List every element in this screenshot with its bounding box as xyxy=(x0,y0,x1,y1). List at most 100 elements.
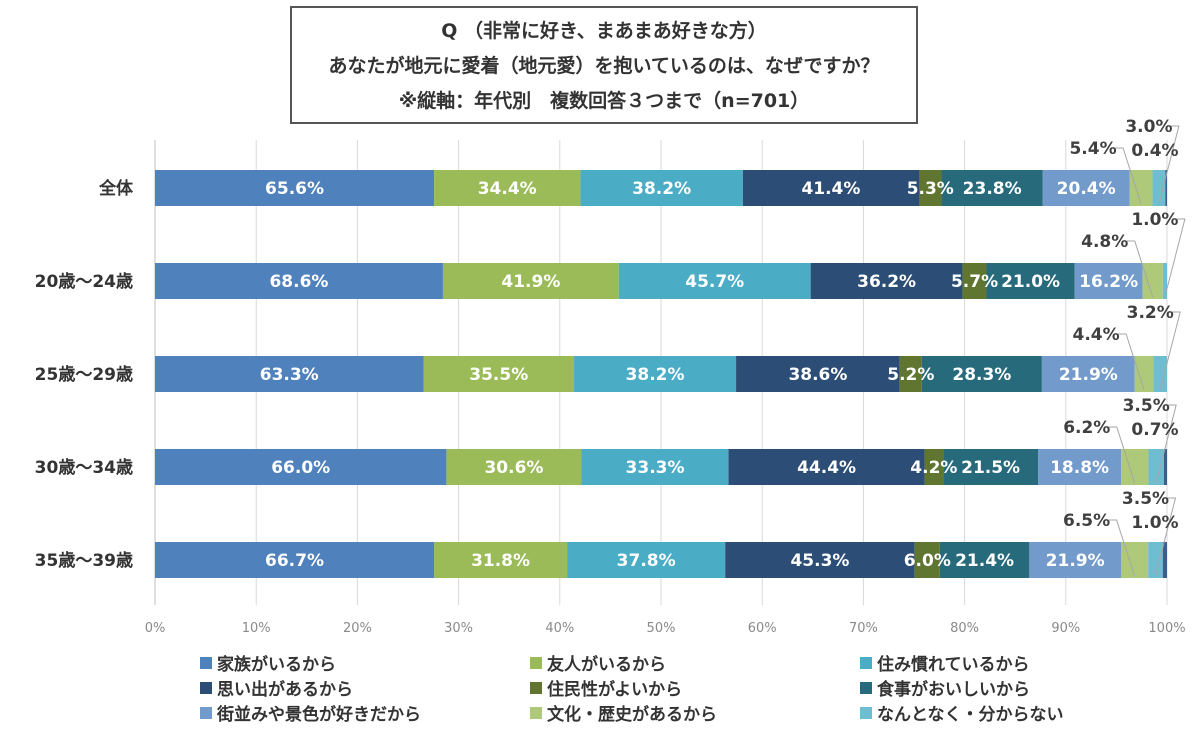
x-tick-label: 60% xyxy=(748,621,777,636)
legend-label: 思い出があるから xyxy=(217,680,353,700)
category-label: 35歳～39歳 xyxy=(35,550,133,571)
data-label: 65.6% xyxy=(265,179,324,199)
data-label: 21.4% xyxy=(955,551,1014,571)
bar-segment xyxy=(1041,356,1135,392)
data-label: 4.4% xyxy=(1073,325,1120,345)
legend-label: 食事がおいしいから xyxy=(877,680,1030,700)
category-label: 20歳～24歳 xyxy=(35,271,133,292)
legend-item: 住み慣れているから xyxy=(860,650,1030,675)
legend-label: 住み慣れているから xyxy=(877,655,1030,675)
data-label: 36.2% xyxy=(857,272,916,292)
chart-title: Q （非常に好き、まあまあ好きな方） あなたが地元に愛着（地元愛）を抱いているの… xyxy=(290,6,918,124)
category-label: 全体 xyxy=(98,178,134,199)
x-tick-label: 70% xyxy=(849,621,878,636)
data-label: 31.8% xyxy=(471,551,530,571)
bar-segment xyxy=(742,170,919,206)
data-label: 38.2% xyxy=(632,179,691,199)
bar-segment xyxy=(567,542,726,578)
legend-swatch xyxy=(200,706,212,719)
legend-swatch xyxy=(200,656,212,669)
bar-segment xyxy=(921,356,1042,392)
data-label: 37.8% xyxy=(617,551,676,571)
bar-segment xyxy=(986,263,1075,299)
data-label: 5.4% xyxy=(1069,139,1116,159)
leader-line xyxy=(1155,497,1177,577)
data-label: 3.5% xyxy=(1123,396,1170,416)
legend-item: なんとなく・分からない xyxy=(860,700,1064,725)
bar-segment xyxy=(939,542,1030,578)
data-label: 33.3% xyxy=(626,458,685,478)
bar-segment xyxy=(1165,170,1167,206)
bar-segment xyxy=(581,449,729,485)
bar-segment xyxy=(618,263,811,299)
legend-label: 街並みや景色が好きだから xyxy=(217,705,421,725)
leader-line xyxy=(1159,311,1181,391)
leader-line xyxy=(1126,240,1154,298)
title-line-1: Q （非常に好き、まあまあ好きな方） xyxy=(441,20,767,42)
bar-segment xyxy=(155,263,443,299)
data-label: 6.5% xyxy=(1063,511,1110,531)
data-label: 3.5% xyxy=(1122,489,1169,509)
data-label: 68.6% xyxy=(269,272,328,292)
bar-segment xyxy=(1142,263,1163,299)
leader-line xyxy=(1115,147,1142,205)
data-labels: 65.6% 34.4% 38.2% 41.4% 5.3% 23.8% 20.4% 68.6% 4… xyxy=(260,117,1186,577)
legend-item: 街並みや景色が好きだから xyxy=(200,700,421,725)
leader-line xyxy=(1155,404,1177,484)
legend-item: 友人がいるから xyxy=(530,650,666,675)
bar-segment xyxy=(914,542,940,578)
bar-segment xyxy=(580,170,743,206)
bar-segment xyxy=(1163,449,1167,485)
x-tick-label: 10% xyxy=(242,621,271,636)
legend-item: 食事がおいしいから xyxy=(860,675,1030,700)
data-label: 1.0% xyxy=(1131,210,1178,230)
data-label: 3.0% xyxy=(1125,117,1172,137)
legend-item: 家族がいるから xyxy=(200,650,336,675)
legend-swatch xyxy=(860,681,872,694)
bar-segment xyxy=(1153,356,1167,392)
legend-swatch xyxy=(860,656,872,669)
bar-segment xyxy=(442,263,619,299)
bar-segment xyxy=(941,170,1043,206)
bar-segment xyxy=(1129,170,1153,206)
bar-segment xyxy=(1042,170,1130,206)
leader-line xyxy=(1164,218,1186,298)
data-label: 63.3% xyxy=(260,365,319,385)
data-label: 45.7% xyxy=(685,272,744,292)
x-tick-label: 50% xyxy=(647,621,676,636)
data-label: 41.9% xyxy=(501,272,560,292)
data-label: 18.8% xyxy=(1050,458,1109,478)
data-label: 35.5% xyxy=(469,365,528,385)
data-label: 21.9% xyxy=(1059,365,1118,385)
data-label: 23.8% xyxy=(963,179,1022,199)
legend-label: 住民性がよいから xyxy=(547,680,683,700)
bar-segment xyxy=(434,170,581,206)
data-label: 0.7% xyxy=(1131,420,1178,440)
category-label: 25歳～29歳 xyxy=(35,364,133,385)
bar-segment xyxy=(1038,449,1122,485)
data-label: 66.0% xyxy=(271,458,330,478)
legend-label: 家族がいるから xyxy=(217,655,336,675)
x-tick-label: 80% xyxy=(950,621,979,636)
bar-segment xyxy=(918,170,942,206)
x-tick-label: 0% xyxy=(145,621,166,636)
data-label: 5.3% xyxy=(907,179,954,199)
legend-swatch xyxy=(860,706,872,719)
bar-segment xyxy=(155,170,435,206)
bar-segment xyxy=(1074,263,1143,299)
category-labels: 全体 20歳～24歳 25歳～29歳 30歳～34歳 35歳～39歳 xyxy=(35,178,134,571)
bar-segment xyxy=(1148,542,1163,578)
bar-segment xyxy=(446,449,582,485)
bar-segment xyxy=(574,356,737,392)
legend-swatch xyxy=(200,681,212,694)
bar-segment xyxy=(1148,449,1164,485)
legend-item: 思い出があるから xyxy=(200,675,353,700)
data-label: 21.9% xyxy=(1046,551,1105,571)
leader-line xyxy=(1118,333,1145,391)
leader-line xyxy=(1108,426,1136,484)
data-label: 20.4% xyxy=(1057,179,1116,199)
bar-segment xyxy=(943,449,1039,485)
bar-segment xyxy=(924,449,944,485)
data-label: 6.0% xyxy=(904,551,951,571)
legend-swatch xyxy=(530,656,542,669)
